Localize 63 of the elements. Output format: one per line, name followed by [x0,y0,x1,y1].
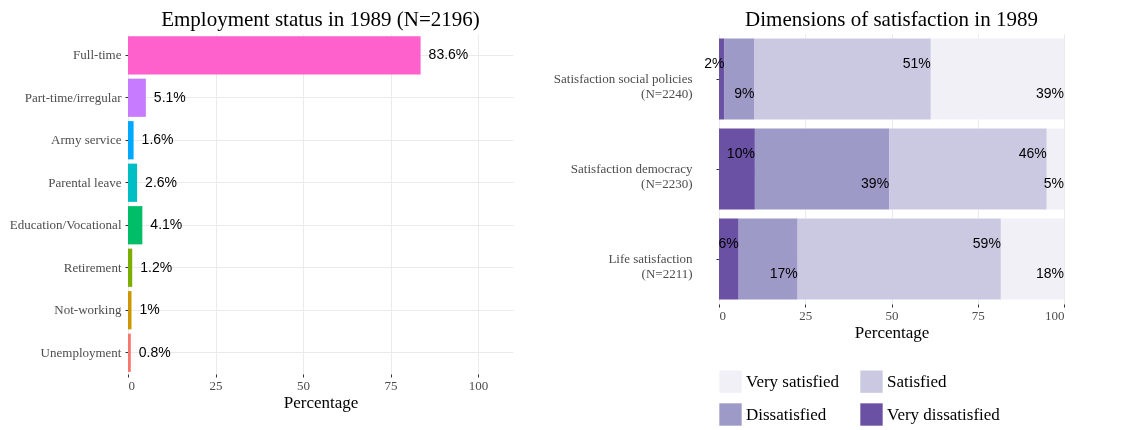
bar [754,128,890,210]
data-label: 9% [734,85,755,101]
x-tick-label: 25 [799,307,813,323]
bar [738,218,798,300]
data-label: 83.6% [428,46,469,63]
x-tick-label: 75 [971,307,985,323]
legend-label: Very dissatisfied [887,404,1001,424]
data-label: 59% [972,235,1001,251]
data-label: 39% [1035,85,1064,101]
y-tick-label: Retirement [63,259,122,275]
data-label: 6% [718,235,739,251]
x-tick-label: 50 [885,307,899,323]
x-tick-label: 0 [128,377,135,393]
y-tick-label: Satisfaction democracy (N=2230) [570,161,693,191]
bar [128,291,132,330]
y-tick-label: Part-time/irregular [24,89,123,105]
y-tick-label: Life satisfaction (N=2211) [608,251,693,281]
x-axis-title: Percentage [283,392,359,412]
data-label: 51% [902,55,931,71]
data-label: 4.1% [150,216,183,233]
data-label: 1.6% [141,131,174,148]
bar [128,36,421,75]
bar [128,206,143,245]
bar [128,121,134,160]
y-tick-label: Not-working [54,302,122,318]
bar [128,248,133,287]
y-tick-label: Full-time [73,47,122,63]
bar [797,218,1001,300]
data-label: 2.6% [145,173,178,190]
legend-label: Very satisfied [746,371,840,391]
legend-label: Satisfied [887,371,947,391]
bar [754,38,931,120]
y-tick-label: Education/Vocational [9,217,122,233]
data-label: 17% [769,265,798,281]
legend-label: Dissatisfied [746,404,827,424]
x-tick-label: 100 [1045,307,1065,323]
data-label: 46% [1018,145,1047,161]
bar [719,128,755,210]
bar [128,163,138,202]
x-tick-label: 100 [468,377,489,393]
y-tick-label: Unemployment [40,344,122,360]
data-label: 10% [726,145,755,161]
data-label: 1.2% [140,258,173,275]
bar [128,78,146,117]
x-tick-label: 75 [384,377,398,393]
y-tick-label: Army service [51,132,122,148]
data-label: 1% [139,301,160,318]
data-label: 0.8% [138,343,171,360]
data-label: 18% [1035,265,1064,281]
bar [128,333,131,372]
bar [724,38,755,120]
x-axis-title: Percentage [854,322,930,342]
data-label: 39% [861,175,890,191]
x-tick-label: 25 [209,377,223,393]
bar [719,218,739,300]
data-label: 5% [1043,175,1064,191]
x-tick-label: 50 [297,377,310,393]
chart-title: Dimensions of satisfaction in 1989 [745,7,1038,31]
y-tick-label: Satisfaction social policies (N=2240) [553,71,693,101]
x-tick-label: 0 [719,307,726,323]
chart-title: Employment status in 1989 (N=2196) [161,7,480,31]
y-tick-label: Parental leave [48,174,122,190]
data-label: 5.1% [153,88,186,105]
